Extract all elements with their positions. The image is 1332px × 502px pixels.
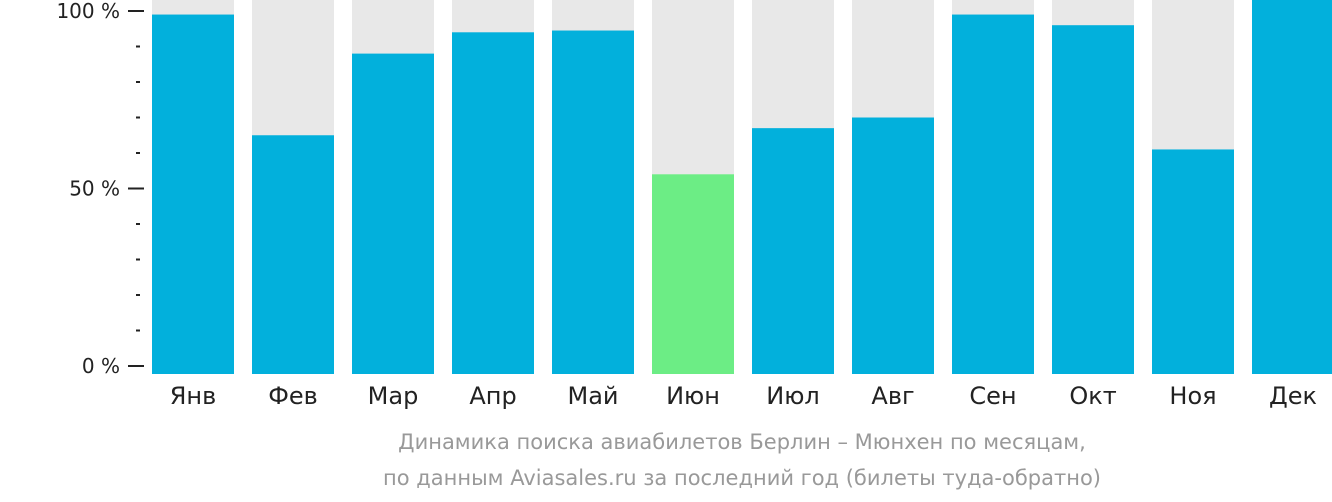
x-tick-label-9: Окт — [1069, 382, 1116, 410]
bar-6 — [752, 128, 834, 374]
chart-caption-line-2: по данным Aviasales.ru за последний год … — [383, 466, 1101, 490]
x-tick-label-10: Ноя — [1169, 382, 1216, 410]
bar-5 — [652, 174, 734, 374]
x-tick-label-1: Фев — [268, 382, 318, 410]
x-tick-label-3: Апр — [469, 382, 516, 410]
bar-3 — [452, 32, 534, 375]
bar-2 — [352, 53, 434, 374]
bar-1 — [252, 135, 334, 374]
x-tick-label-8: Сен — [969, 382, 1016, 410]
x-tick-label-4: Май — [567, 382, 618, 410]
x-tick-label-0: Янв — [170, 382, 217, 410]
bar-11 — [1252, 0, 1332, 374]
x-tick-label-7: Авг — [871, 382, 914, 410]
x-tick-label-6: Июл — [766, 382, 820, 410]
bar-8 — [952, 14, 1034, 375]
bar-10 — [1152, 149, 1234, 374]
x-tick-label-11: Дек — [1269, 382, 1317, 410]
y-tick-label-0: 0 % — [82, 354, 120, 378]
bar-chart: Янв Фев Мар Апр Май Июн Июл Авг Сен Окт Ноя Дек 0 % 5… — [56, 0, 1332, 410]
bar-7 — [852, 117, 934, 374]
x-tick-label-2: Мар — [368, 382, 419, 410]
y-tick-label-100: 100 % — [56, 0, 120, 23]
bar-9 — [1052, 25, 1134, 374]
x-tick-label-5: Июн — [666, 382, 720, 410]
y-tick-label-50: 50 % — [69, 177, 120, 201]
chart-caption-line-1: Динамика поиска авиабилетов Берлин – Мюн… — [398, 430, 1086, 454]
bar-4 — [552, 30, 634, 375]
bar-0 — [152, 14, 234, 375]
